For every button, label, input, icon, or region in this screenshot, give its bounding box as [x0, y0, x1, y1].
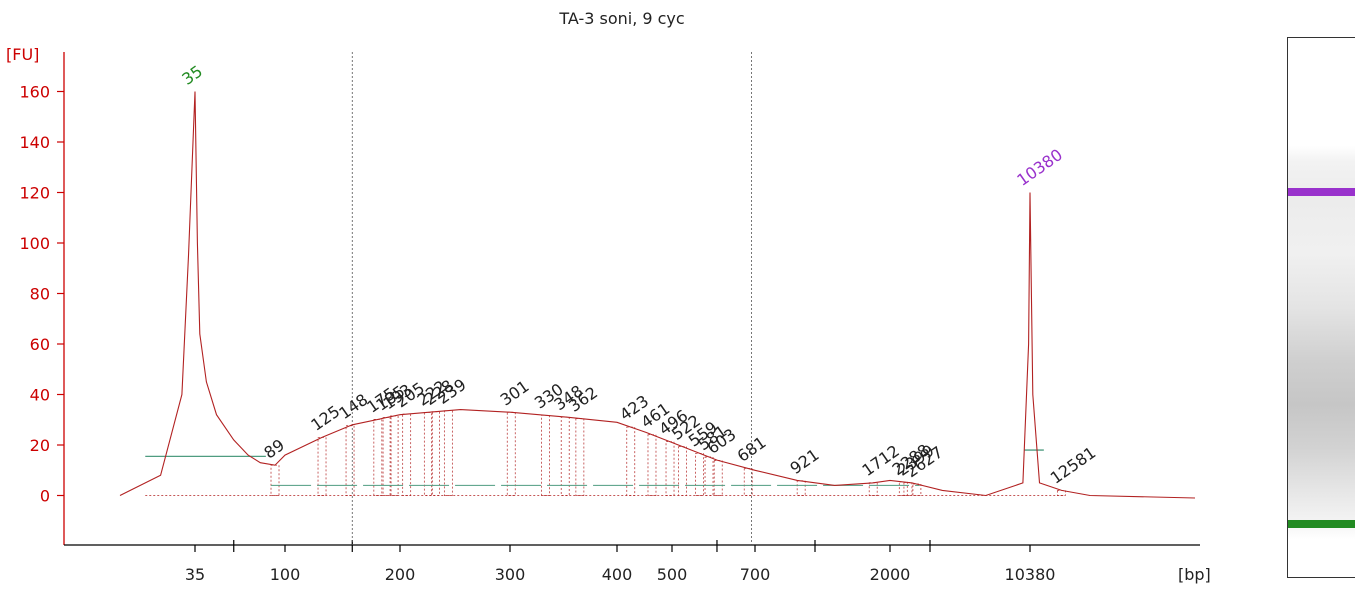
peak-window: [560, 416, 570, 496]
x-tick-label: 300: [495, 565, 526, 584]
x-tick-label: 10380: [1005, 565, 1056, 584]
marker-peak-label: 10380: [1013, 145, 1066, 190]
y-tick-label: 140: [19, 133, 50, 152]
peak-window: [506, 411, 516, 496]
peak-window: [713, 460, 723, 496]
lower-marker-band: [1288, 520, 1355, 528]
x-tick-label: 700: [740, 565, 771, 584]
peak-label: 89: [260, 435, 288, 462]
upper-marker-band: [1288, 188, 1355, 196]
x-tick-label: 500: [657, 565, 688, 584]
y-tick-label: 60: [30, 335, 50, 354]
peak-window: [743, 468, 753, 496]
peak-label: 301: [497, 376, 533, 409]
y-tick-label: 40: [30, 386, 50, 405]
y-tick-label: 20: [30, 436, 50, 455]
y-tick-label: 0: [40, 487, 50, 506]
peak-window: [317, 437, 327, 496]
peak-window: [868, 482, 878, 496]
x-tick-label: 100: [270, 565, 301, 584]
y-tick-label: 80: [30, 285, 50, 304]
peak-window: [402, 413, 412, 496]
peak-window: [796, 480, 806, 496]
x-tick-label: 200: [385, 565, 416, 584]
peak-window: [678, 446, 687, 496]
y-tick-label: 100: [19, 234, 50, 253]
marker-peak-label: 35: [178, 62, 206, 89]
peak-window: [695, 452, 704, 496]
peak-label: 681: [734, 433, 770, 466]
peak-window: [704, 456, 714, 496]
trace-line: [119, 91, 1196, 499]
trace: [119, 91, 1196, 499]
peak-window: [443, 410, 453, 496]
peak-window: [903, 482, 913, 496]
x-tick-label: 400: [602, 565, 633, 584]
gel-lane: [1287, 37, 1355, 578]
y-ticks: 0 20 40 60 80 100 120 140 160: [19, 83, 64, 506]
axes: [63, 52, 1200, 546]
peak-window: [898, 481, 908, 496]
y-axis-label: [FU]: [6, 45, 39, 64]
peak-window: [373, 419, 383, 496]
peak-window: [423, 411, 433, 496]
x-tick-label: 2000: [870, 565, 911, 584]
x-tick-label: 35: [185, 565, 205, 584]
peak-window: [389, 415, 399, 496]
y-tick-label: 120: [19, 184, 50, 203]
peak-label: 921: [787, 445, 823, 478]
x-ticks: 35 100 200 300 400 500 700 2000 10380: [185, 540, 1056, 584]
peak-window: [575, 418, 585, 496]
peak-window: [665, 441, 675, 496]
peak-window: [270, 464, 280, 496]
region-boundaries: [351, 52, 752, 545]
peak-window: [431, 411, 440, 496]
peak-label: 12581: [1047, 443, 1100, 488]
electropherogram-chart: TA-3 soni, 9 cyc [FU] [bp] 0 20 40 60 80 100 1…: [6, 9, 1211, 584]
chart-title: TA-3 soni, 9 cyc: [558, 9, 684, 28]
y-tick-label: 160: [19, 83, 50, 102]
peak-window: [541, 414, 550, 496]
x-axis-label: [bp]: [1178, 565, 1211, 584]
peak-window: [647, 434, 657, 496]
